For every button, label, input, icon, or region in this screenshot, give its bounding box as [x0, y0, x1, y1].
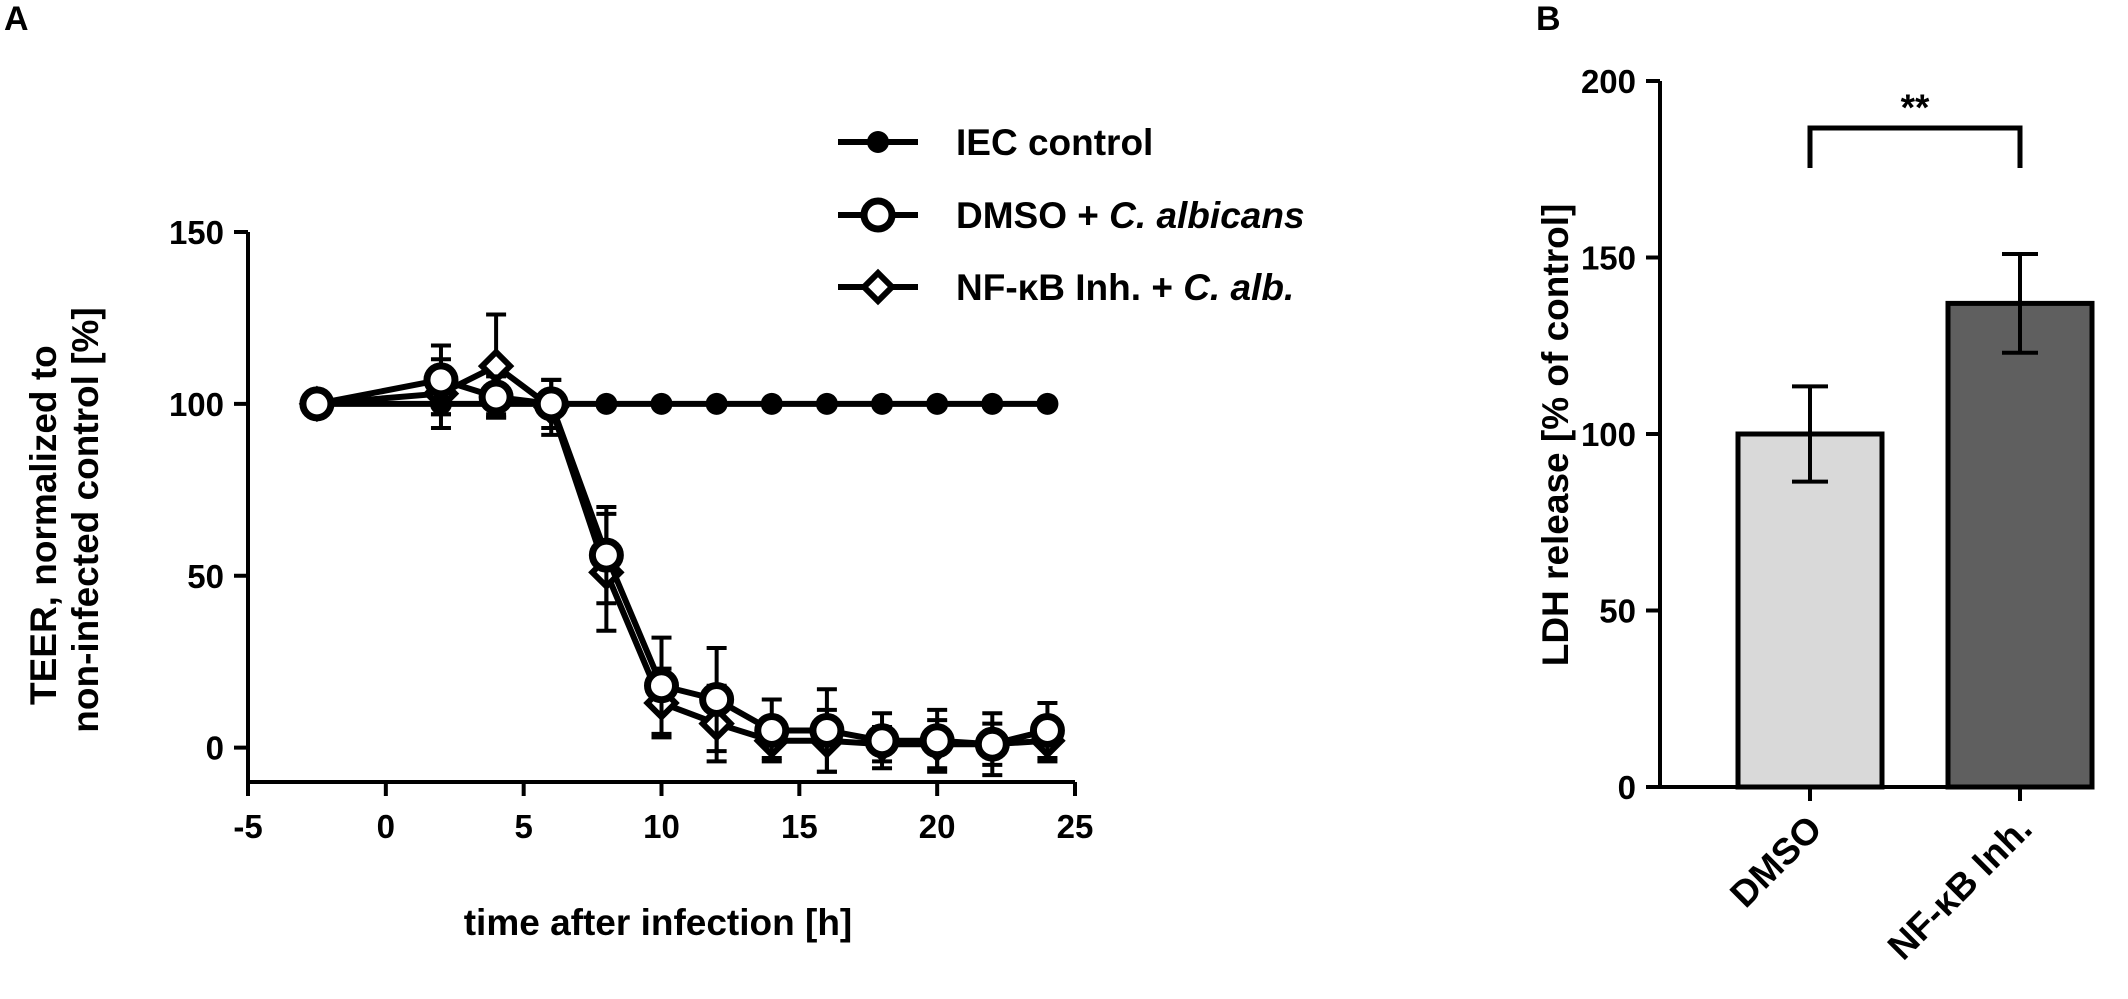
ldh-y-tick-label: 0 — [1618, 769, 1636, 806]
series-dmso-calbicans — [299, 343, 1065, 778]
point-dmso-calbicans — [919, 723, 955, 759]
point-iec-control — [650, 392, 673, 415]
point-iec-control — [595, 392, 618, 415]
teer-x-tick-label: 5 — [514, 808, 532, 845]
point-dmso-calbicans — [299, 386, 335, 422]
teer-y-tick-label: 50 — [187, 558, 224, 595]
ldh-bars: DMSO NF-κB Inh. ** — [1722, 87, 2095, 968]
legend-marker-iec-control — [867, 131, 889, 153]
teer-y-axis-label: TEER, normalized to non-infected control… — [23, 307, 106, 732]
ldh-x-tick-label-nfkb-inh: NF-κB Inh. — [1880, 808, 2040, 968]
legend-marker-dmso-calbicans — [860, 197, 896, 233]
point-dmso-calbicans — [864, 723, 900, 759]
line-dmso-calbicans — [316, 376, 1049, 748]
point-dmso-calbicans — [974, 726, 1010, 762]
legend-label-nfkb-inh-calb: NF-κB Inh. + C. alb. — [956, 267, 1294, 308]
point-dmso-calbicans — [644, 668, 679, 704]
ldh-y-axis-label: LDH release [% of control] — [1535, 204, 1576, 667]
teer-line-chart: 0 50 100 150 -5 0 5 10 15 20 25 IEC control DMSO + … — [23, 122, 1305, 943]
significance-bracket — [1807, 125, 2023, 168]
bar-dmso — [1735, 431, 1885, 790]
legend-label-part: NF-κB Inh. + — [956, 267, 1183, 308]
ldh-y-tick-label: 100 — [1581, 416, 1636, 453]
significance-annotation: ** — [1901, 87, 1930, 128]
legend-label-part: C. alb. — [1183, 267, 1294, 308]
ldh-y-tick-label: 150 — [1581, 240, 1636, 277]
point-iec-control — [760, 392, 783, 415]
legend-item-dmso-calbicans: DMSO + C. albicans — [838, 195, 1305, 236]
teer-x-axis-label: time after infection [h] — [464, 902, 853, 943]
point-iec-control — [926, 392, 949, 415]
teer-legend: IEC control DMSO + C. albicans NF-κB Inh. … — [838, 122, 1305, 308]
ldh-bar-chart: 0 50 100 150 200 DMSO NF-κB Inh. ** LDH releas… — [1535, 63, 2095, 968]
point-dmso-calbicans — [478, 379, 514, 415]
legend-label-part: DMSO + — [956, 195, 1109, 236]
teer-x-tick-label: 0 — [377, 808, 395, 845]
ldh-y-tick-label: 50 — [1599, 593, 1636, 630]
teer-x-tick-label: 25 — [1057, 808, 1094, 845]
ldh-y-tick-label: 200 — [1581, 63, 1636, 100]
teer-series — [298, 312, 1066, 778]
legend-marker-nfkb-inh-calb — [859, 268, 897, 306]
point-iec-control — [705, 392, 728, 415]
point-iec-control — [815, 392, 838, 415]
bar-nfkb-inh — [1945, 300, 2095, 790]
teer-x-tick-label: 10 — [643, 808, 680, 845]
teer-axes: 0 50 100 150 -5 0 5 10 15 20 25 — [169, 214, 1093, 845]
panel-a-label: A — [4, 0, 29, 38]
point-dmso-calbicans — [588, 537, 624, 573]
teer-x-tick-label: 20 — [919, 808, 956, 845]
legend-item-iec-control: IEC control — [838, 122, 1153, 163]
teer-x-tick-label: -5 — [233, 808, 262, 845]
legend-label-dmso-calbicans: DMSO + C. albicans — [956, 195, 1305, 236]
teer-y-tick-label: 0 — [206, 730, 224, 767]
point-dmso-calbicans — [809, 712, 845, 748]
point-dmso-calbicans — [699, 682, 735, 717]
line-nfkb-inh-calb — [316, 363, 1048, 748]
legend-label-part: C. albicans — [1109, 195, 1304, 236]
teer-y-axis-label-line-1: TEER, normalized to — [23, 345, 64, 705]
teer-y-tick-label: 150 — [169, 214, 224, 251]
panel-b-label: B — [1536, 0, 1561, 38]
point-iec-control — [871, 392, 894, 415]
teer-y-axis-label-line-2: non-infected control [%] — [65, 307, 106, 732]
point-dmso-calbicans — [1029, 712, 1065, 748]
point-iec-control — [1036, 392, 1059, 415]
point-dmso-calbicans — [754, 712, 790, 748]
teer-y-tick-label: 100 — [169, 386, 224, 423]
point-dmso-calbicans — [423, 362, 459, 398]
teer-x-tick-label: 15 — [781, 808, 818, 845]
legend-label-iec-control: IEC control — [956, 122, 1153, 163]
legend-item-nfkb-inh-calb: NF-κB Inh. + C. alb. — [838, 267, 1294, 308]
point-dmso-calbicans — [533, 386, 569, 422]
legend-label-part: IEC control — [956, 122, 1153, 163]
point-iec-control — [981, 392, 1004, 415]
ldh-x-tick-label-dmso: DMSO — [1722, 808, 1829, 915]
